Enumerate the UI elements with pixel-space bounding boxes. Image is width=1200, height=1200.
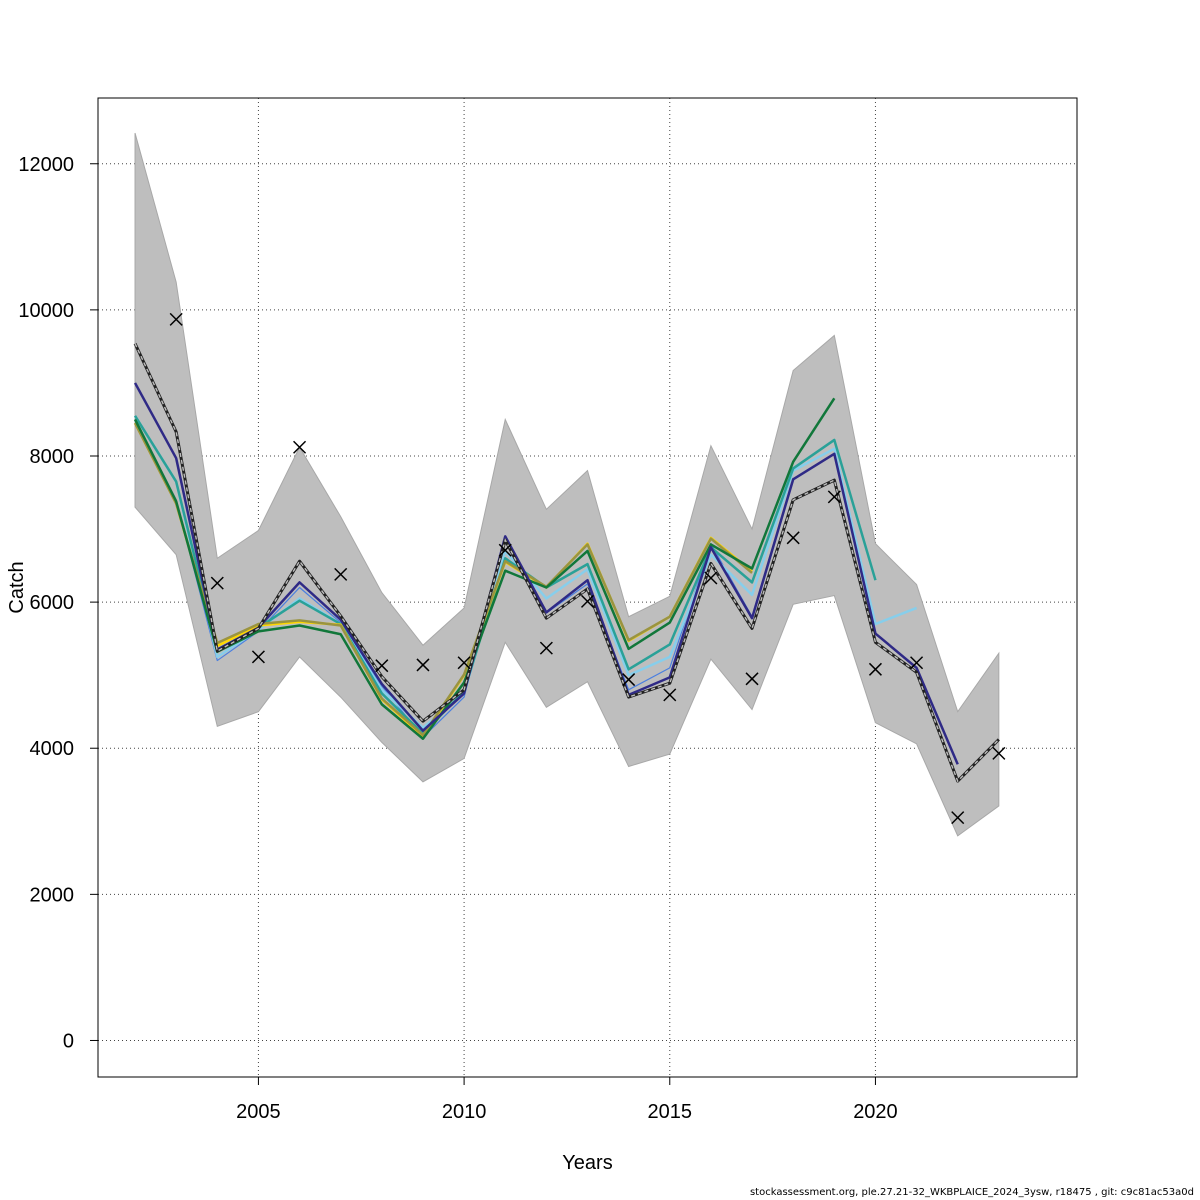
y-tick-label: 6000 — [30, 592, 75, 614]
observed-cross-stroke — [457, 656, 471, 670]
observed-point — [539, 641, 553, 655]
observed-point — [169, 312, 183, 326]
observed-point — [663, 688, 677, 702]
observed-point — [293, 440, 307, 454]
footer-note: stockassessment.org, ple.27.21-32_WKBPLA… — [749, 1187, 1194, 1198]
observed-cross-stroke — [663, 688, 677, 702]
observed-cross-stroke — [539, 641, 553, 655]
x-tick-label: 2020 — [853, 1101, 898, 1123]
observed-point — [375, 659, 389, 673]
y-tick-label: 12000 — [18, 154, 74, 176]
observed-cross-stroke — [293, 440, 307, 454]
observed-cross-stroke — [827, 490, 841, 504]
x-tick-label: 2015 — [648, 1101, 693, 1123]
observed-point — [745, 672, 759, 686]
x-tick-label: 2005 — [236, 1101, 281, 1123]
observed-point — [827, 490, 841, 504]
observed-cross-stroke — [910, 656, 924, 670]
observed-point — [704, 571, 718, 585]
series-line — [133, 382, 959, 765]
observed-cross-stroke — [334, 567, 348, 581]
observed-cross-stroke — [375, 659, 389, 673]
observed-cross-stroke — [169, 312, 183, 326]
observed-point — [416, 658, 430, 672]
y-tick-label: 2000 — [30, 884, 75, 906]
y-tick-label: 8000 — [30, 446, 75, 468]
observed-point — [910, 656, 924, 670]
observed-point — [786, 531, 800, 545]
y-tick-label: 4000 — [30, 738, 75, 760]
observed-cross-stroke — [498, 543, 512, 557]
observed-point — [868, 662, 882, 676]
observed-point — [251, 650, 265, 664]
observed-cross-stroke — [786, 531, 800, 545]
plot-area — [133, 132, 1006, 837]
observed-cross-stroke — [868, 662, 882, 676]
series-line — [133, 397, 836, 740]
observed-cross-stroke — [992, 746, 1006, 760]
y-axis-title: Catch — [6, 561, 28, 613]
observed-cross-stroke — [580, 594, 595, 608]
observed-point — [334, 567, 348, 581]
observed-point — [951, 811, 965, 825]
observed-cross-stroke — [622, 673, 636, 687]
observed-cross-stroke — [210, 576, 224, 590]
observed-cross-stroke — [951, 811, 965, 825]
observed-cross-stroke — [251, 650, 265, 664]
estimate-dash — [134, 343, 1000, 783]
axes: 2005 2010 2015 2020 0 2000 4000 6000 8000 10000 12… — [18, 154, 897, 1123]
observed-point — [622, 673, 636, 687]
observed-point — [498, 543, 512, 557]
observed-cross-stroke — [704, 571, 718, 585]
y-tick-label: 0 — [63, 1030, 74, 1052]
observed-point — [210, 576, 224, 590]
observed-point — [992, 746, 1006, 760]
confidence-band — [134, 132, 1000, 837]
series-line — [134, 419, 794, 738]
plot-frame — [97, 97, 1078, 1078]
observed-point — [457, 656, 471, 670]
observed-cross-stroke — [416, 658, 430, 672]
observed-cross-stroke — [745, 672, 759, 686]
observed-point — [580, 594, 595, 608]
x-tick-label: 2010 — [442, 1101, 487, 1123]
y-tick-label: 10000 — [18, 300, 74, 322]
x-axis-title: Years — [562, 1152, 612, 1174]
